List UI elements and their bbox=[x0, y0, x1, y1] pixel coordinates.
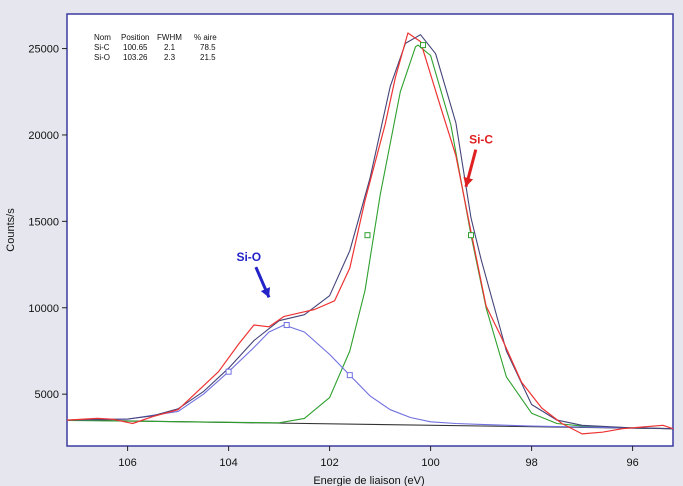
curves-layer bbox=[66, 32, 674, 435]
y-tick-label: 10000 bbox=[28, 303, 59, 315]
series-line-raw-data bbox=[66, 32, 674, 435]
table-header-aire: % aire bbox=[194, 33, 217, 42]
table-cell: Si-O bbox=[94, 53, 110, 62]
x-tick-label: 102 bbox=[320, 457, 338, 469]
table-cell: 2.3 bbox=[164, 53, 176, 62]
table-cell: 103.26 bbox=[123, 53, 148, 62]
plot-area bbox=[66, 13, 674, 447]
table-header-position: Position bbox=[121, 33, 149, 42]
table-cell: Si-C bbox=[94, 43, 110, 52]
data-point-marker bbox=[283, 322, 290, 329]
table-cell: 100.65 bbox=[123, 43, 148, 52]
data-point-marker bbox=[225, 368, 232, 375]
peak-label-si-c: Si-C bbox=[469, 133, 493, 147]
table-cell: 78.5 bbox=[200, 43, 216, 52]
table-header-nom: Nom bbox=[94, 33, 111, 42]
peak-table: Nom Position FWHM % aire Si-C 100.65 2.1… bbox=[94, 33, 217, 62]
table-cell: 2.1 bbox=[164, 43, 176, 52]
x-tick-label: 106 bbox=[118, 457, 136, 469]
markers-layer bbox=[225, 42, 474, 379]
data-point-marker bbox=[468, 232, 474, 239]
y-tick-label: 15000 bbox=[28, 216, 59, 228]
x-axis-title: Energie de liaison (eV) bbox=[313, 475, 424, 486]
x-axis: 106 104 102 100 98 96 bbox=[118, 446, 639, 469]
y-axis: 5000 10000 15000 20000 25000 bbox=[28, 44, 67, 401]
annotations-layer: Si-C Si-O bbox=[236, 133, 493, 298]
x-tick-label: 96 bbox=[626, 457, 638, 469]
y-tick-label: 25000 bbox=[28, 44, 59, 56]
series-line-component-Si-C bbox=[66, 44, 674, 430]
data-point-marker bbox=[346, 372, 353, 379]
data-point-marker bbox=[364, 232, 371, 239]
y-tick-label: 5000 bbox=[35, 389, 59, 401]
plot-frame bbox=[66, 13, 674, 447]
arrow-head-icon bbox=[463, 176, 474, 187]
series-line-component-Si-O bbox=[66, 324, 674, 430]
table-header-fwhm: FWHM bbox=[157, 33, 182, 42]
peak-label-si-o: Si-O bbox=[236, 250, 261, 264]
y-tick-label: 20000 bbox=[28, 130, 59, 142]
table-cell: 21.5 bbox=[200, 53, 216, 62]
data-point-marker bbox=[420, 42, 427, 49]
arrow-head-icon bbox=[260, 287, 271, 298]
x-tick-label: 98 bbox=[525, 457, 537, 469]
y-axis-title: Counts/s bbox=[5, 208, 17, 252]
series-line-envelope bbox=[66, 34, 674, 430]
x-tick-label: 100 bbox=[421, 457, 439, 469]
x-tick-label: 104 bbox=[219, 457, 237, 469]
